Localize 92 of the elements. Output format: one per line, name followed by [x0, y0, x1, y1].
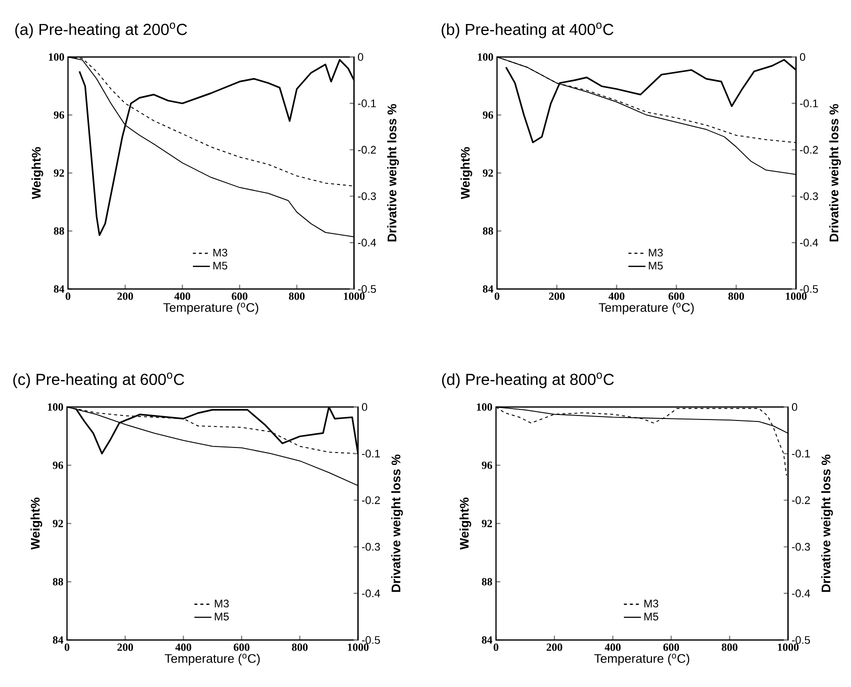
y2-tick-label: -0.1 — [792, 450, 810, 458]
x-tick-label: 600 — [668, 292, 684, 300]
x-axis-title: Temperature ($^{o}$C) — [163, 302, 258, 314]
y-tick-label: 88 — [482, 227, 494, 235]
legend-label: M3 — [648, 248, 663, 256]
y2-tick-label: -0.2 — [358, 146, 376, 154]
x-tick-label: 600 — [663, 644, 680, 651]
x-tick-label: 200 — [117, 292, 134, 300]
y2-tick-label: -0.4 — [800, 238, 818, 246]
x-tick-label: 600 — [234, 644, 250, 651]
y-tick-label: 100 — [48, 403, 64, 411]
x-tick-label: 1000 — [778, 644, 799, 651]
y-tick-label: 88 — [482, 578, 492, 586]
y2-tick-label: -0.3 — [362, 542, 380, 551]
x-tick-label: 200 — [549, 292, 565, 300]
y2-tick-label: -0.2 — [800, 146, 818, 154]
y2-tick-label: -0.4 — [792, 590, 810, 598]
y2-tick-label: -0.5 — [358, 285, 376, 293]
legend-label: M5 — [644, 612, 658, 620]
y-axis-title: Weight% — [460, 498, 472, 550]
y-tick-label: 96 — [52, 462, 64, 469]
chart-title: (a) Pre-heating at 200$^{o}$C — [15, 22, 187, 38]
legend-label: M5 — [214, 612, 229, 620]
legend-label: M5 — [648, 262, 663, 270]
y2-tick-label: -0.3 — [792, 542, 810, 551]
y2-tick-label: 0 — [362, 403, 368, 411]
y-tick-label: 100 — [476, 403, 492, 411]
x-tick-label: 400 — [175, 644, 192, 651]
y-tick-label: 84 — [482, 636, 492, 644]
x-tick-label: 0 — [494, 292, 500, 300]
legend-label: M3 — [213, 248, 228, 256]
y-tick-label: 92 — [54, 169, 64, 177]
y2-axis-title: Drivative weight loss % — [829, 104, 841, 242]
x-tick-label: 800 — [722, 644, 738, 651]
chart-title: (d) Pre-heating at 800$^{o}$C — [442, 372, 614, 388]
y2-axis-title: Drivative weight loss % — [391, 454, 403, 592]
y2-axis-title: Drivative weight loss % — [387, 104, 399, 242]
y2-tick-label: -0.5 — [800, 285, 818, 293]
y-tick-label: 88 — [54, 227, 64, 235]
y2-tick-label: 0 — [800, 53, 806, 61]
x-tick-label: 400 — [604, 644, 621, 651]
y2-tick-label: -0.2 — [792, 496, 810, 504]
y-tick-label: 96 — [54, 111, 64, 119]
y2-tick-label: -0.1 — [800, 100, 818, 108]
y2-tick-label: 0 — [792, 403, 798, 411]
y2-tick-label: -0.3 — [800, 192, 818, 200]
x-tick-label: 800 — [292, 644, 308, 651]
y-tick-label: 84 — [482, 285, 494, 293]
y-axis-title: Weight% — [30, 498, 42, 550]
x-tick-label: 200 — [546, 644, 562, 651]
y2-tick-label: -0.3 — [358, 192, 376, 200]
y-tick-label: 96 — [482, 462, 492, 469]
x-tick-label: 600 — [232, 292, 248, 300]
x-tick-label: 800 — [728, 292, 744, 300]
y2-axis-title: Drivative weight loss % — [821, 454, 833, 592]
y2-tick-label: -0.4 — [358, 238, 376, 246]
y-tick-label: 96 — [482, 111, 494, 119]
x-tick-label: 200 — [117, 644, 134, 651]
x-tick-label: 800 — [288, 292, 305, 300]
y-tick-label: 92 — [482, 520, 492, 528]
y-tick-label: 100 — [48, 53, 64, 61]
y-axis-title: Weight% — [460, 147, 472, 200]
x-axis-title: Temperature ($^{o}$C) — [164, 654, 260, 666]
y2-tick-label: -0.5 — [792, 636, 810, 644]
y-tick-label: 92 — [52, 520, 63, 528]
x-axis-title: Temperature ($^{o}$C) — [598, 302, 694, 314]
x-tick-label: 400 — [174, 292, 190, 300]
x-tick-label: 1000 — [348, 644, 369, 651]
chart-title: (b) Pre-heating at 400$^{o}$C — [442, 22, 614, 38]
y2-tick-label: -0.5 — [362, 636, 380, 644]
y2-tick-label: -0.1 — [358, 100, 376, 108]
legend-label: M5 — [213, 262, 228, 270]
y2-tick-label: -0.2 — [362, 496, 380, 504]
y-tick-label: 100 — [478, 53, 494, 61]
x-axis-title: Temperature ($^{o}$C) — [594, 654, 690, 666]
x-tick-label: 0 — [64, 644, 70, 651]
chart-title: (c) Pre-heating at 600$^{o}$C — [13, 372, 184, 388]
y-tick-label: 84 — [52, 636, 64, 644]
x-tick-label: 0 — [494, 644, 498, 651]
y2-tick-label: 0 — [358, 53, 364, 61]
x-tick-label: 1000 — [344, 292, 365, 300]
y-axis-title: Weight% — [32, 147, 44, 200]
y-tick-label: 88 — [52, 578, 64, 586]
y2-tick-label: -0.1 — [362, 450, 380, 458]
legend-label: M3 — [644, 600, 658, 608]
y-tick-label: 92 — [482, 169, 494, 177]
y2-tick-label: -0.4 — [362, 590, 380, 598]
x-tick-label: 400 — [608, 292, 624, 300]
y-tick-label: 84 — [54, 285, 64, 293]
legend-label: M3 — [214, 600, 229, 608]
x-tick-label: 1000 — [786, 292, 807, 300]
x-tick-label: 0 — [66, 292, 70, 300]
